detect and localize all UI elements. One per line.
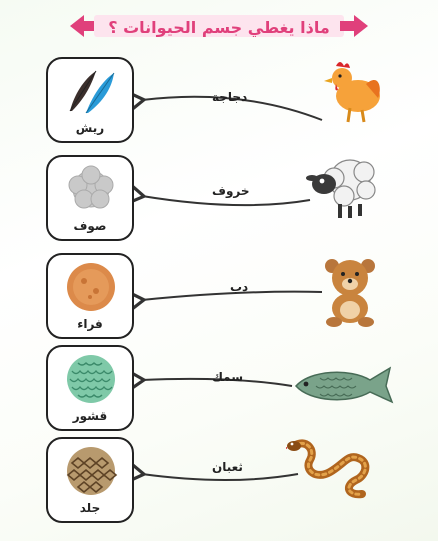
covering-label-skin: جلد — [79, 501, 101, 515]
fur-icon — [67, 263, 115, 311]
right-arrow-icon — [340, 15, 368, 37]
animal-name-snake: ثعبان — [212, 460, 243, 474]
covering-label-scales: قشور — [72, 409, 108, 423]
page-title: ماذا يغطي جسم الحيوانات ؟ — [108, 17, 330, 37]
animal-name-sheep: خروف — [212, 184, 250, 198]
skin-icon — [66, 447, 118, 495]
bear-icon — [325, 259, 375, 327]
sheep-icon — [306, 159, 376, 218]
title-bar — [94, 15, 344, 37]
title-banner: ماذا يغطي جسم الحيوانات ؟ — [64, 10, 374, 44]
animal-name-bear: دب — [230, 280, 249, 294]
arrow-row-5 — [142, 474, 299, 480]
left-arrow-icon — [70, 15, 98, 37]
wool-icon — [68, 165, 114, 209]
covering-label-fur: فراء — [77, 317, 103, 331]
covering-label-wool: صوف — [73, 219, 107, 233]
snake-icon — [286, 439, 370, 499]
animal-name-fish: سمك — [212, 370, 244, 384]
covering-card-skin[interactable]: جلد — [46, 437, 134, 523]
covering-card-fur[interactable]: فراء — [46, 253, 134, 339]
covering-card-feathers[interactable]: ريش — [46, 57, 134, 143]
covering-card-wool[interactable]: صوف — [46, 155, 134, 241]
fish-icon — [295, 366, 394, 404]
covering-card-scales[interactable]: قشور — [46, 345, 134, 431]
scales-icon — [67, 355, 115, 403]
covering-label-feathers: ريش — [75, 121, 105, 135]
chicken-icon — [324, 62, 380, 123]
animal-name-chicken: دجاجة — [212, 90, 248, 104]
feathers-icon — [69, 70, 115, 114]
